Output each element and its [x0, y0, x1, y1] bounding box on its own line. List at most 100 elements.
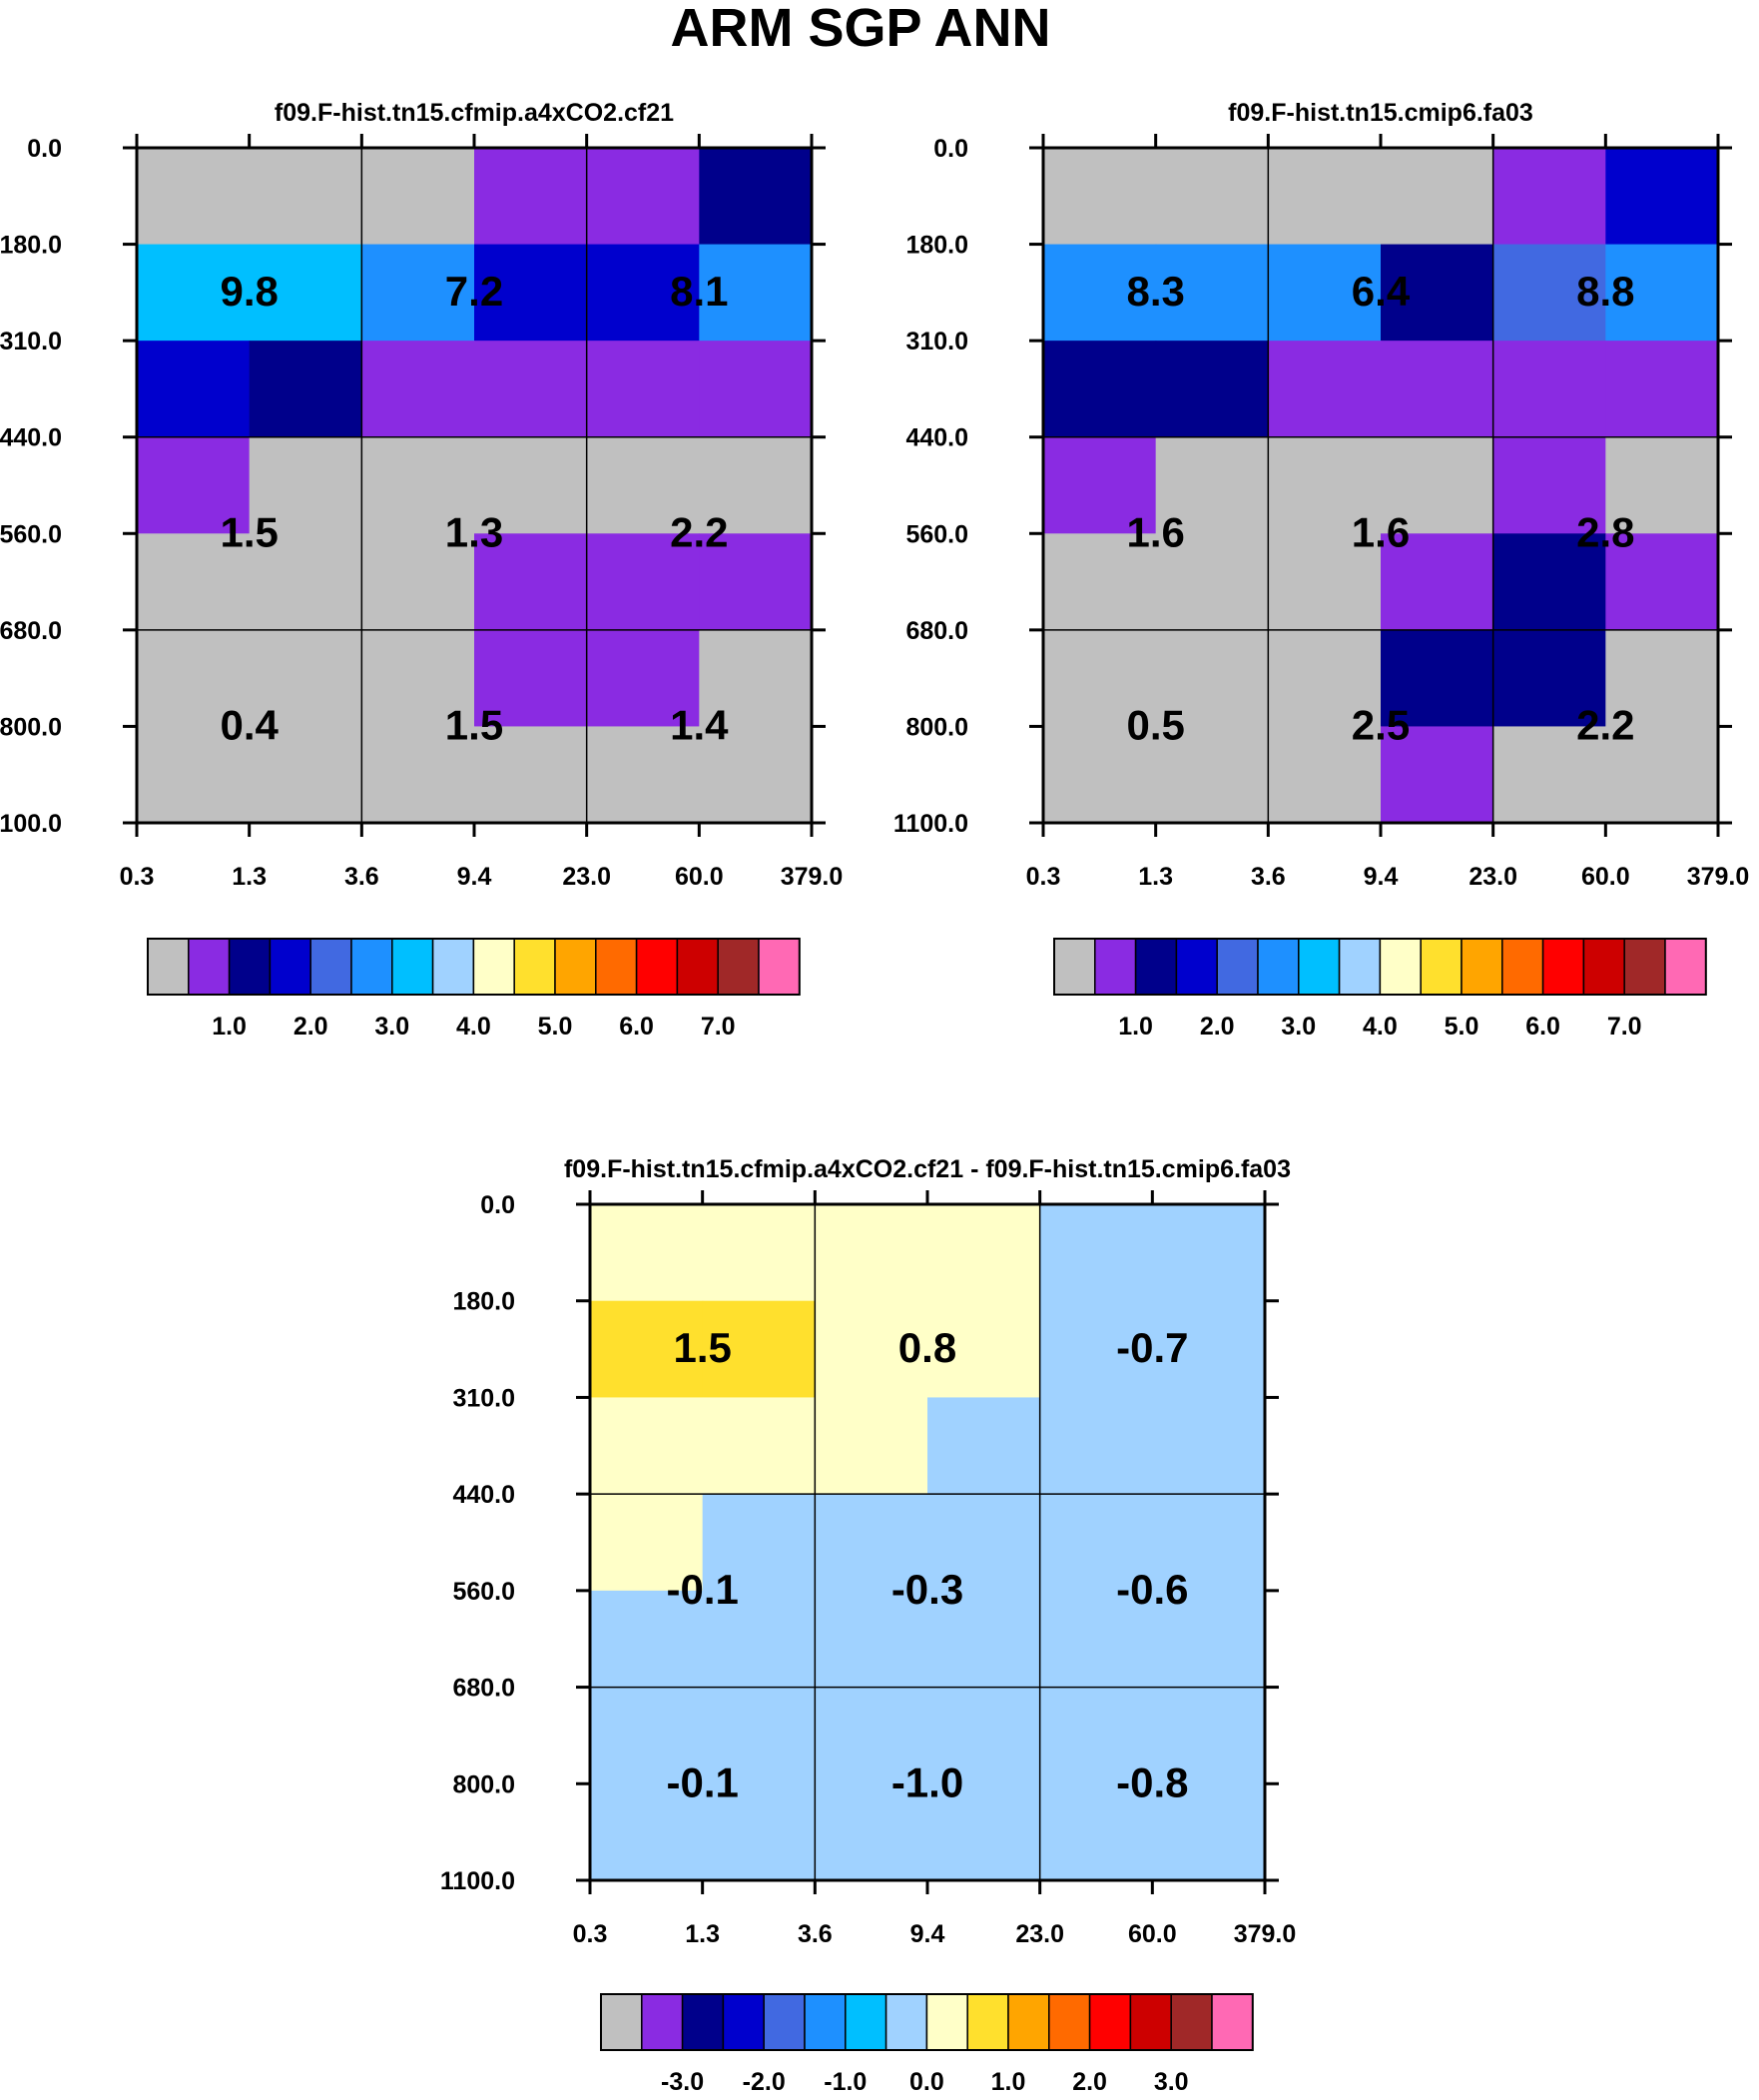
y-tick-label: 310.0 — [0, 328, 62, 355]
heatmap-cell — [474, 148, 588, 246]
heatmap-cell — [702, 1397, 816, 1495]
heatmap-cell — [1155, 341, 1269, 438]
heatmap-cell — [1152, 1687, 1266, 1784]
cell-value-label: 7.2 — [445, 268, 503, 315]
colorbar-swatch — [763, 1993, 806, 2051]
heatmap-cell — [815, 1204, 928, 1302]
colorbar-swatch — [676, 938, 719, 996]
heatmap-cell — [1043, 533, 1157, 631]
heatmap-cell — [1155, 244, 1269, 342]
heatmap-cell — [815, 1300, 928, 1399]
colorbar-swatch — [804, 1993, 847, 2051]
heatmap-cell — [815, 1590, 928, 1689]
heatmap-cell — [699, 726, 813, 824]
heatmap-cell — [1381, 629, 1494, 728]
colorbar-swatch — [1338, 938, 1382, 996]
cell-value-label: 1.5 — [220, 508, 278, 555]
colorbar-swatch — [513, 938, 556, 996]
plot-a4xco2: f09.F-hist.tn15.cfmip.a4xCO2.cf21 0.0 180.… — [0, 99, 843, 1041]
cell-value-label: -0.3 — [891, 1566, 963, 1613]
x-tick-label: 379.0 — [1687, 863, 1750, 891]
x-tick-label: 3.6 — [344, 863, 379, 891]
heatmap-cell — [699, 148, 813, 246]
y-tick-label: 680.0 — [905, 617, 968, 645]
y-tick-label: 0.0 — [27, 135, 62, 163]
y-tick-label: 560.0 — [452, 1578, 515, 1606]
colorbar-swatch — [1129, 1993, 1172, 2051]
heatmap-cell — [249, 726, 362, 824]
x-tick-label: 379.0 — [781, 863, 844, 891]
heatmap-cell — [815, 1494, 928, 1592]
heatmap-cell — [590, 1590, 704, 1689]
colorbar-swatch — [884, 1993, 928, 2051]
colorbar-label: 1.0 — [991, 2068, 1026, 2096]
x-tick-label: 9.4 — [910, 1920, 945, 1948]
heatmap-cell — [1268, 244, 1382, 342]
plot-difference: f09.F-hist.tn15.cfmip.a4xCO2.cf21 - f09.… — [440, 1155, 1296, 2096]
x-tick-label: 379.0 — [1234, 1920, 1297, 1948]
heatmap-cell — [1039, 1687, 1153, 1784]
heatmap-cell — [1039, 1590, 1153, 1689]
colorbar-swatch — [1053, 938, 1096, 996]
y-tick-label: 440.0 — [0, 424, 62, 452]
heatmap-cell — [586, 726, 700, 824]
heatmap-cell — [590, 1397, 704, 1495]
heatmap-cell — [249, 244, 362, 342]
heatmap-cell — [249, 148, 362, 246]
cell-value-label: 8.3 — [1126, 268, 1184, 315]
heatmap-cell — [1605, 533, 1719, 631]
x-tick-label: 23.0 — [562, 863, 611, 891]
heatmap-cell — [815, 1687, 928, 1784]
colorbar-swatch — [1088, 1993, 1132, 2051]
panel-title: f09.F-hist.tn15.cmip6.fa03 — [1228, 99, 1533, 127]
colorbar-swatch — [1094, 938, 1137, 996]
colorbar-label: 2.0 — [1072, 2068, 1107, 2096]
colorbar-swatch — [1664, 938, 1707, 996]
heatmap-cell — [474, 726, 588, 824]
heatmap-cell — [1268, 341, 1382, 438]
y-tick-label: 310.0 — [452, 1384, 515, 1412]
heatmap-cell — [474, 533, 588, 631]
heatmap-cell — [137, 244, 251, 342]
colorbar-label: -3.0 — [661, 2068, 704, 2096]
cell-value-label: 2.5 — [1352, 701, 1410, 748]
heatmap-cell — [1152, 1300, 1266, 1399]
colorbar-swatch — [1257, 938, 1300, 996]
cell-value-label: 2.2 — [670, 508, 728, 555]
colorbar-swatch — [966, 1993, 1009, 2051]
x-tick-label: 0.3 — [120, 863, 155, 891]
y-tick-label: 680.0 — [0, 617, 62, 645]
heatmap-cell — [1492, 244, 1606, 342]
y-tick-label: 0.0 — [933, 135, 968, 163]
colorbar-label: 1.0 — [212, 1013, 247, 1041]
x-tick-label: 60.0 — [1128, 1920, 1177, 1948]
heatmap-cell — [590, 1687, 704, 1784]
heatmap-cell — [586, 436, 700, 534]
colorbar-swatch — [1134, 938, 1178, 996]
heatmap-cell — [927, 1204, 1041, 1302]
colorbar-label: 3.0 — [1154, 2068, 1189, 2096]
heatmap-cell — [699, 244, 813, 342]
heatmap-cell — [586, 244, 700, 342]
colorbar-swatch — [1175, 938, 1218, 996]
heatmap-cell — [1043, 726, 1157, 824]
heatmap-cell — [1268, 629, 1382, 728]
colorbar-swatch — [188, 938, 231, 996]
colorbar-swatch — [635, 938, 679, 996]
x-tick-label: 1.3 — [685, 1920, 720, 1948]
plot-cmip6: f09.F-hist.tn15.cmip6.fa03 0.0 180.0 310.0 4… — [893, 99, 1749, 1041]
colorbar-label: 5.0 — [538, 1013, 573, 1041]
heatmap-cell — [815, 1783, 928, 1881]
x-tick-label: 3.6 — [1251, 863, 1286, 891]
heatmap-cell — [1155, 148, 1269, 246]
heatmap-cell — [702, 1783, 816, 1881]
colorbar-swatch — [1298, 938, 1341, 996]
heatmap-cell — [702, 1204, 816, 1302]
colorbar-swatch — [1541, 938, 1585, 996]
y-tick-label: 680.0 — [452, 1675, 515, 1703]
heatmap-cell — [1381, 341, 1494, 438]
colorbar-swatch — [147, 938, 190, 996]
heatmap-cell — [1152, 1590, 1266, 1689]
heatmap-cell — [361, 244, 475, 342]
heatmap-cell — [474, 341, 588, 438]
